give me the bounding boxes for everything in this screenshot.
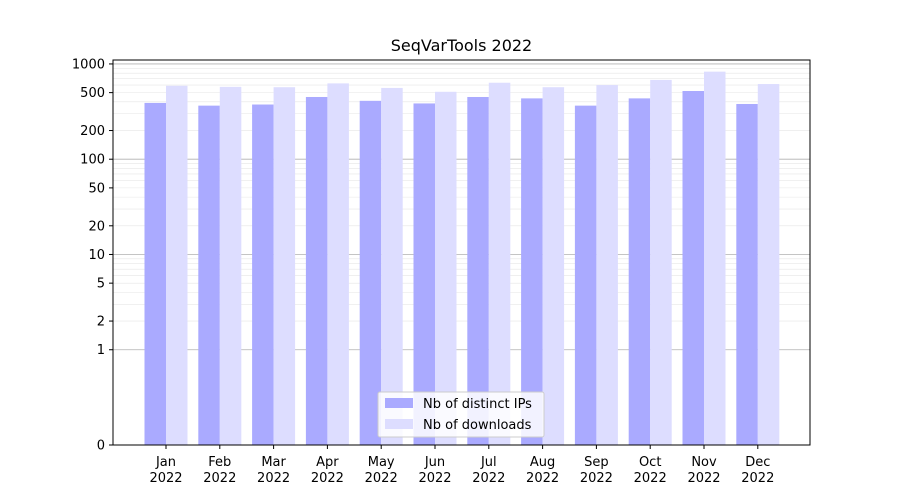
bar-distinct-ips-dec xyxy=(736,103,758,445)
plot-frame xyxy=(112,59,811,446)
x-tick-label-year: 2022 xyxy=(472,471,505,486)
x-tick-label-year: 2022 xyxy=(149,471,182,486)
y-tick-label: 20 xyxy=(88,219,105,234)
bar-downloads-jul xyxy=(488,82,511,445)
y-tick-label: 1 xyxy=(97,343,105,358)
bar-distinct-ips-oct xyxy=(628,98,651,446)
x-tick-label-year: 2022 xyxy=(526,471,559,486)
x-tick-label-month: Jan xyxy=(155,455,176,470)
bar-downloads-aug xyxy=(542,87,565,446)
x-tick-label-year: 2022 xyxy=(257,471,290,486)
y-tick-label: 10 xyxy=(88,248,105,263)
bars-group xyxy=(144,71,780,446)
bar-distinct-ips-nov xyxy=(682,90,704,445)
bar-downloads-feb xyxy=(219,86,242,445)
x-tick-label-year: 2022 xyxy=(418,471,451,486)
y-tick-label: 50 xyxy=(88,181,105,196)
bar-downloads-nov xyxy=(704,71,726,446)
x-axis: Jan2022Feb2022Mar2022Apr2022May2022Jun20… xyxy=(149,445,774,486)
bar-downloads-apr xyxy=(327,83,349,446)
x-tick-label-year: 2022 xyxy=(365,471,398,486)
bar-distinct-ips-sep xyxy=(574,105,597,446)
x-tick-label-month: Oct xyxy=(639,455,661,470)
bar-distinct-ips-jun xyxy=(413,103,435,445)
bar-distinct-ips-mar xyxy=(252,104,274,446)
legend-box xyxy=(377,391,545,438)
x-tick-label-month: Aug xyxy=(530,455,555,470)
legend-label-distinct-ips: Nb of distinct IPs xyxy=(423,397,532,412)
bar-distinct-ips-jul xyxy=(467,96,489,445)
bar-downloads-may xyxy=(381,87,403,445)
y-tick-label: 100 xyxy=(80,153,105,168)
y-tick-label: 5 xyxy=(97,277,105,292)
bar-downloads-jun xyxy=(435,91,457,445)
y-tick-label: 0 xyxy=(97,439,105,454)
legend: Nb of distinct IPs Nb of downloads xyxy=(377,391,545,438)
chart-title: SeqVarTools 2022 xyxy=(391,36,532,55)
x-tick-label-month: May xyxy=(368,455,395,470)
bar-downloads-mar xyxy=(273,87,296,446)
legend-swatch-distinct-ips xyxy=(385,398,413,408)
x-tick-label-month: Jun xyxy=(424,455,445,470)
bar-distinct-ips-aug xyxy=(521,98,543,446)
x-tick-label-month: Mar xyxy=(261,455,286,470)
bar-downloads-jan xyxy=(166,85,188,446)
y-tick-label: 200 xyxy=(80,124,105,139)
y-axis: 0 1 2 5 10 20 50 100 200 500 1000 xyxy=(72,57,113,454)
bar-distinct-ips-apr xyxy=(305,96,328,445)
bar-distinct-ips-feb xyxy=(198,105,220,446)
x-tick-label-year: 2022 xyxy=(580,471,613,486)
bar-downloads-sep xyxy=(596,85,618,445)
x-tick-label-month: Dec xyxy=(745,455,770,470)
x-tick-label-year: 2022 xyxy=(741,471,774,486)
bar-downloads-dec xyxy=(757,84,780,446)
bar-distinct-ips-jan xyxy=(144,102,166,445)
x-tick-label-year: 2022 xyxy=(203,471,236,486)
x-tick-label-year: 2022 xyxy=(634,471,667,486)
x-tick-label-month: Jul xyxy=(480,455,497,470)
y-tick-label: 1000 xyxy=(72,57,105,72)
x-tick-label-month: Sep xyxy=(584,455,609,470)
legend-swatch-downloads xyxy=(385,419,413,429)
bar-distinct-ips-may xyxy=(359,100,382,446)
x-tick-label-year: 2022 xyxy=(311,471,344,486)
bar-downloads-oct xyxy=(650,79,672,446)
x-tick-label-month: Nov xyxy=(691,455,717,470)
x-tick-label-year: 2022 xyxy=(687,471,720,486)
legend-label-downloads: Nb of downloads xyxy=(423,418,532,433)
x-tick-label-month: Apr xyxy=(316,455,339,470)
x-tick-label-month: Feb xyxy=(208,455,231,470)
y-tick-label: 2 xyxy=(97,315,105,330)
y-tick-label: 500 xyxy=(80,86,105,101)
